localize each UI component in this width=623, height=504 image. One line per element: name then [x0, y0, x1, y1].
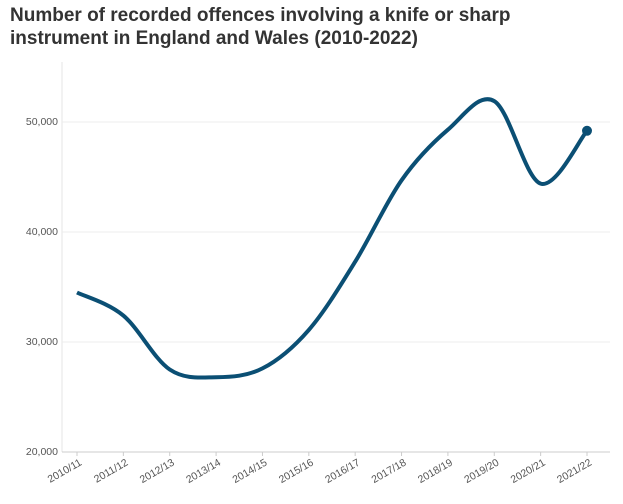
x-tick-label: 2011/12: [92, 457, 130, 486]
x-tick-label: 2012/13: [138, 457, 177, 486]
x-tick-label: 2017/18: [370, 457, 409, 486]
chart-title: Number of recorded offences involving a …: [10, 5, 511, 49]
x-tick-label: 2010/11: [46, 457, 84, 486]
x-tick-label: 2014/15: [230, 457, 269, 486]
x-tick-label: 2013/14: [184, 457, 223, 486]
y-tick-label: 20,000: [26, 446, 58, 458]
x-tick-label: 2021/22: [555, 457, 594, 486]
x-tick-label: 2018/19: [416, 457, 455, 486]
x-tick-label: 2015/16: [277, 457, 316, 486]
x-tick-label: 2019/20: [462, 457, 501, 486]
series-line: [76, 97, 589, 380]
x-tick-label: 2016/17: [323, 457, 362, 486]
end-point: [582, 125, 592, 136]
y-tick-label: 40,000: [26, 226, 58, 238]
y-tick-label: 50,000: [26, 116, 58, 128]
y-tick-label: 30,000: [26, 336, 58, 348]
x-tick-label: 2020/21: [509, 457, 548, 486]
